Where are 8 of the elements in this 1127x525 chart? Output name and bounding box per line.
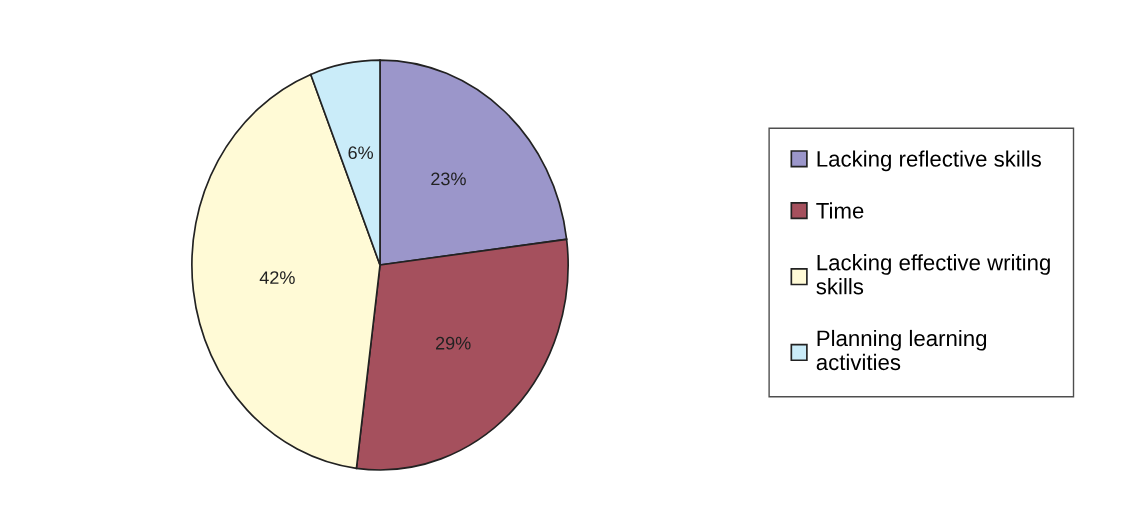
legend-label: Lacking effective writing skills [816, 254, 1050, 295]
data-label: 23% [431, 172, 466, 186]
data-label: 42% [259, 271, 295, 284]
legend-label: Lacking reflective skills [817, 150, 1041, 172]
data-label: 6% [348, 146, 374, 160]
legend-label: Time [816, 202, 864, 219]
legend-label: Planning learning activities [816, 329, 987, 371]
data-label: 29% [436, 336, 471, 350]
